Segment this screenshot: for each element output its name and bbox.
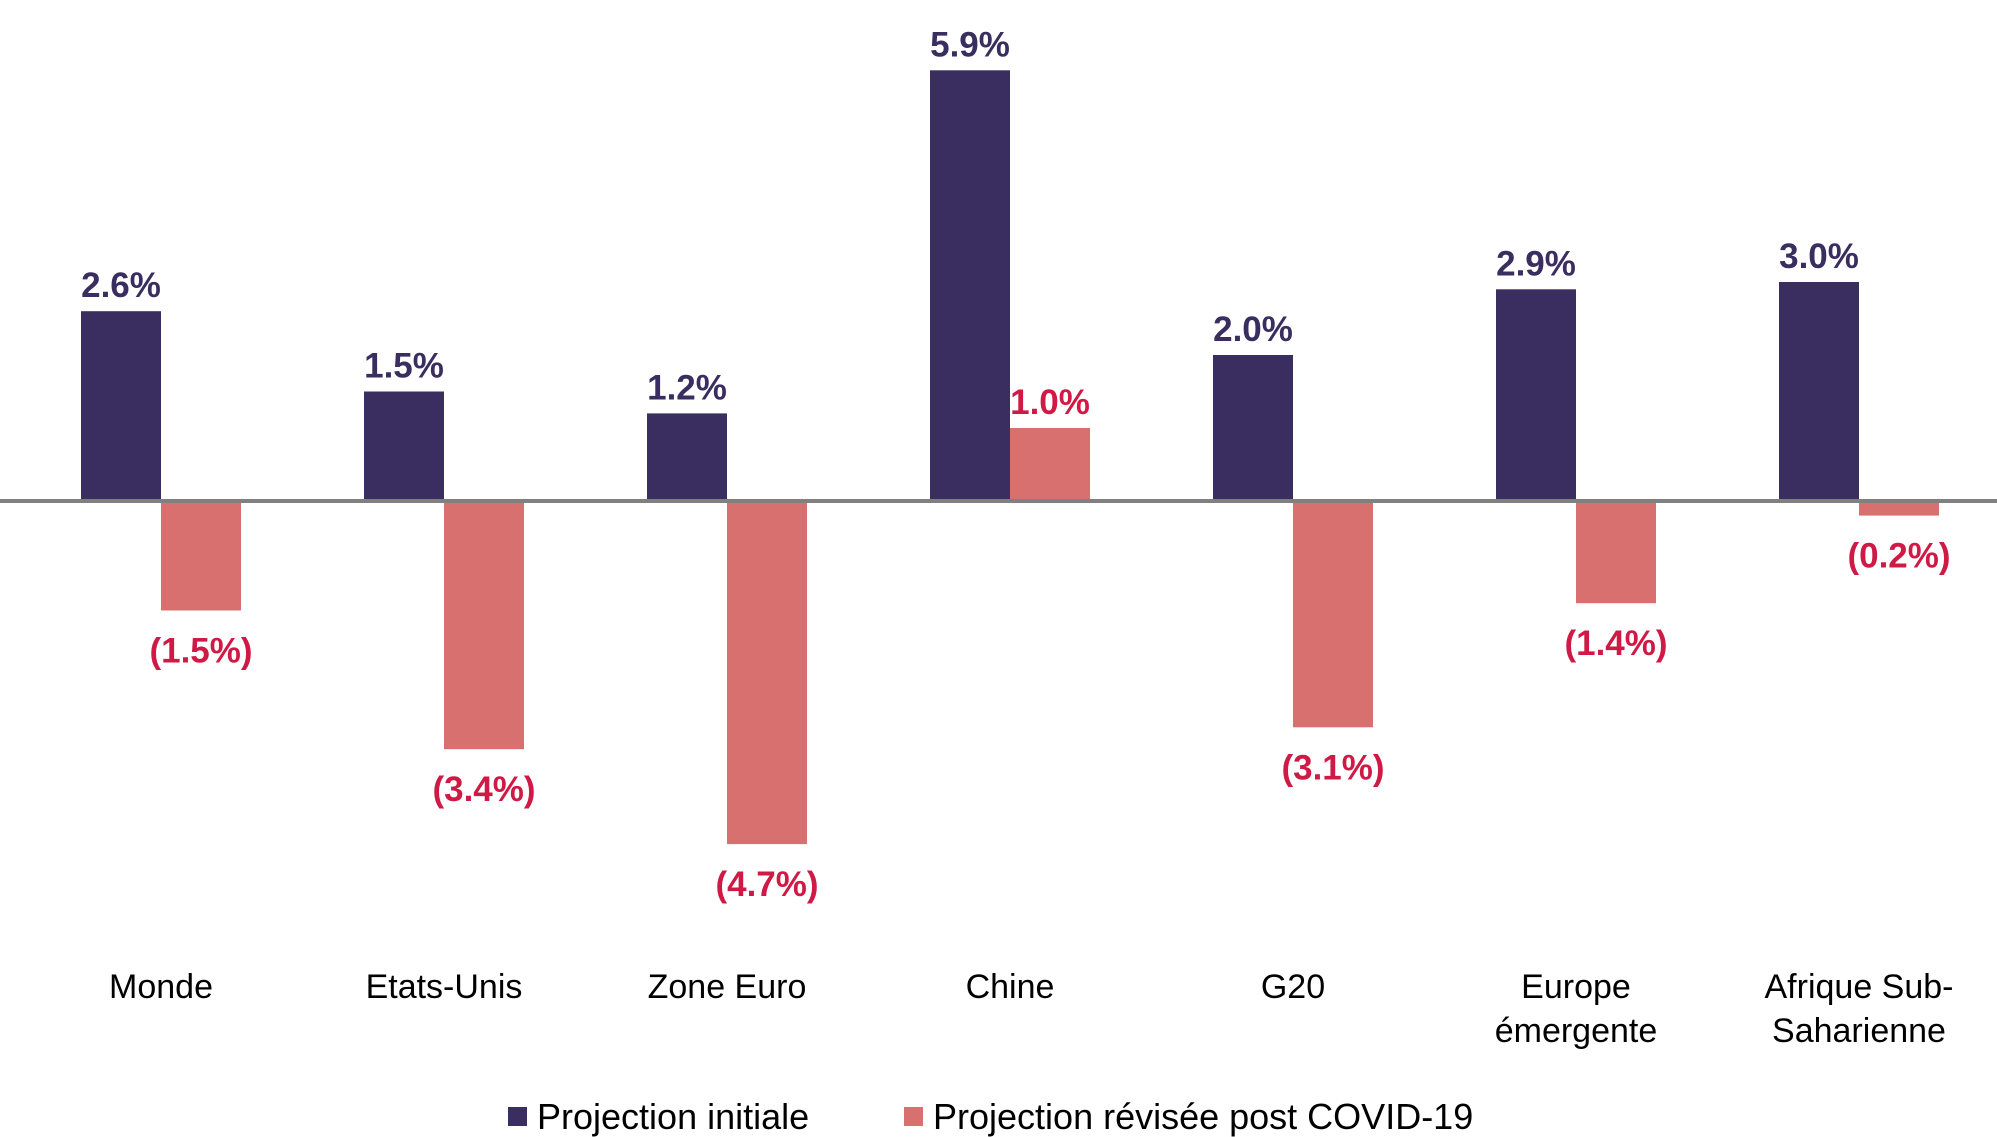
value-label-initial-etats-unis: 1.5% <box>364 347 444 386</box>
bars-layer <box>81 70 1939 845</box>
bar-revised-monde <box>161 501 241 611</box>
value-labels-layer: 2.6% (1.5%) 1.5% (3.4%) 1.2% (4.7%) 5.9% 1.0% 2.… <box>81 25 1950 904</box>
category-label-g20: G20 <box>1261 968 1325 1006</box>
value-label-revised-chine: 1.0% <box>1010 383 1090 422</box>
bar-initial-chine <box>930 70 1010 502</box>
value-label-initial-g20: 2.0% <box>1213 310 1293 349</box>
category-label-europe-émergente-line-1: Europe <box>1521 968 1631 1006</box>
value-label-revised-afrique-sub-saharienne: (0.2%) <box>1847 537 1950 576</box>
legend-swatch-revised <box>904 1107 923 1126</box>
value-label-initial-europe-émergente: 2.9% <box>1496 244 1576 283</box>
bar-revised-g20 <box>1293 501 1373 728</box>
category-label-europe-émergente-line-2: émergente <box>1495 1012 1658 1050</box>
legend-label-revised: Projection révisée post COVID-19 <box>933 1096 1473 1137</box>
bar-initial-europe-émergente <box>1496 289 1576 501</box>
legend: Projection initiale Projection révisée po… <box>508 1096 1473 1137</box>
legend-label-initial: Projection initiale <box>537 1096 809 1137</box>
bar-initial-zone-euro <box>647 413 727 501</box>
value-label-revised-etats-unis: (3.4%) <box>432 770 535 809</box>
category-label-etats-unis: Etats-Unis <box>366 968 523 1006</box>
value-label-revised-monde: (1.5%) <box>149 632 252 671</box>
value-label-revised-g20: (3.1%) <box>1281 748 1384 787</box>
bar-initial-afrique-sub-saharienne <box>1779 282 1859 501</box>
value-label-initial-afrique-sub-saharienne: 3.0% <box>1779 237 1859 276</box>
category-label-chine: Chine <box>966 968 1055 1006</box>
bar-revised-europe-émergente <box>1576 501 1656 604</box>
category-labels-layer: Monde Etats-Unis Zone Euro Chine G20 Europe ém… <box>109 968 1953 1050</box>
value-label-initial-monde: 2.6% <box>81 266 161 305</box>
category-label-zone-euro: Zone Euro <box>648 968 807 1006</box>
value-label-revised-zone-euro: (4.7%) <box>715 865 818 904</box>
value-label-initial-zone-euro: 1.2% <box>647 368 727 407</box>
category-label-afrique-sub-saharienne-line-2: Saharienne <box>1772 1012 1946 1050</box>
bar-revised-etats-unis <box>444 501 524 750</box>
bar-initial-g20 <box>1213 355 1293 501</box>
bar-revised-chine <box>1010 428 1090 501</box>
legend-swatch-initial <box>508 1107 527 1126</box>
value-label-revised-europe-émergente: (1.4%) <box>1564 624 1667 663</box>
bar-initial-monde <box>81 311 161 501</box>
value-label-initial-chine: 5.9% <box>930 25 1010 64</box>
category-label-monde: Monde <box>109 968 213 1006</box>
bar-revised-zone-euro <box>727 501 807 845</box>
category-label-afrique-sub-saharienne-line-1: Afrique Sub- <box>1765 968 1954 1006</box>
bar-revised-afrique-sub-saharienne <box>1859 501 1939 516</box>
bar-initial-etats-unis <box>364 391 444 501</box>
